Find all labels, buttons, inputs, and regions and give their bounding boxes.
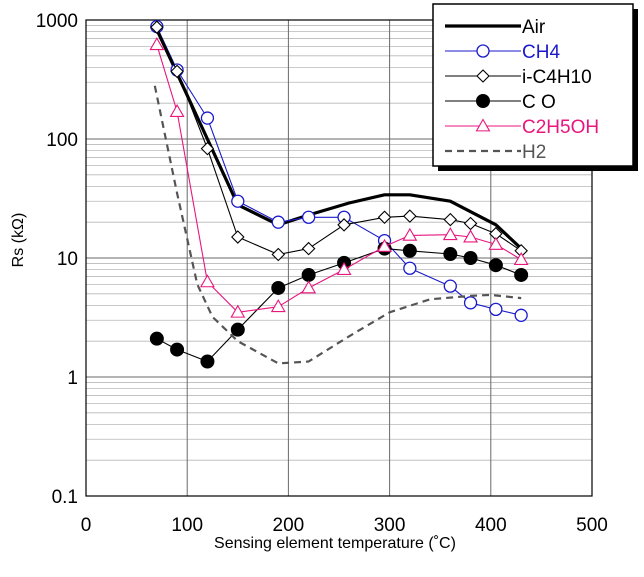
data-point [476, 69, 490, 83]
x-axis-title: Sensing element temperature (˚C) [214, 535, 456, 552]
data-point [199, 274, 215, 288]
y-tick-label: 1000 [36, 11, 78, 32]
data-point [463, 216, 478, 231]
data-point [443, 212, 458, 227]
legend-item: C2H5OH [445, 117, 599, 138]
legend-label: H2 [522, 142, 546, 163]
data-point [336, 261, 352, 275]
legend-item: Air [445, 17, 546, 38]
legend-label: C O [522, 92, 556, 113]
x-tick-label: 0 [81, 515, 92, 536]
data-point [200, 354, 215, 369]
data-point [301, 210, 316, 224]
data-point [443, 279, 457, 293]
y-axis-title: Rs (kΩ) [10, 213, 27, 268]
x-tick-label: 300 [374, 515, 406, 536]
y-tick-label: 10 [57, 249, 78, 270]
legend-item: CH4 [445, 42, 560, 63]
data-point [476, 94, 490, 108]
data-point [231, 194, 245, 208]
x-tick-label: 500 [576, 515, 608, 536]
data-point [271, 280, 286, 295]
data-point [231, 230, 245, 244]
data-point [463, 251, 478, 265]
legend-item: H2 [445, 142, 546, 163]
legend: Air CH4 i-C4H10 C O C2H5OH H2 [432, 3, 638, 171]
legend-label: C2H5OH [522, 117, 599, 138]
series-h2 [153, 85, 522, 365]
data-point [200, 111, 215, 125]
data-point [170, 64, 184, 79]
y-tick-label: 100 [46, 130, 78, 151]
y-tick-label: 1 [67, 368, 78, 389]
data-point [442, 227, 458, 241]
y-tick-label: 0.1 [52, 487, 78, 508]
data-point [301, 280, 317, 294]
data-point [402, 227, 418, 241]
data-point [463, 229, 479, 243]
y-axis-ticks: 0.1 1 10 100 1000 [36, 11, 78, 508]
legend-box [432, 3, 634, 167]
x-tick-label: 400 [475, 515, 507, 536]
data-point [475, 118, 491, 132]
data-point [377, 238, 392, 252]
legend-item: C O [445, 92, 556, 113]
x-axis-ticks: 0 100 200 300 400 500 [81, 515, 608, 536]
series-air [155, 28, 523, 250]
data-point [488, 258, 503, 273]
series-line [155, 28, 523, 250]
x-tick-label: 200 [273, 515, 305, 536]
series-line [153, 85, 522, 365]
data-point [301, 241, 316, 256]
data-point [230, 304, 246, 318]
data-point [403, 261, 417, 275]
data-point [270, 299, 286, 313]
data-point [230, 322, 245, 337]
data-point [403, 209, 417, 223]
legend-label: CH4 [522, 42, 560, 63]
legend-label: i-C4H10 [522, 67, 592, 88]
data-point [463, 296, 478, 310]
x-tick-label: 100 [171, 515, 203, 536]
data-point [513, 251, 529, 265]
plot-area-frame [85, 19, 593, 497]
series-c2h5oh [149, 37, 529, 318]
data-point [488, 236, 504, 250]
data-point [170, 342, 185, 357]
data-point [443, 247, 458, 262]
legend-label: Air [522, 17, 546, 38]
data-point [514, 308, 528, 322]
data-point [402, 243, 417, 258]
data-point [514, 267, 529, 282]
data-point [476, 44, 490, 58]
data-point [150, 20, 164, 34]
data-point [169, 103, 185, 118]
data-point [200, 141, 215, 156]
series-layer [149, 19, 529, 369]
data-point [377, 210, 392, 225]
legend-item: i-C4H10 [445, 67, 592, 88]
data-point [271, 215, 285, 229]
series-i-c4h10 [150, 20, 528, 262]
data-point [149, 37, 165, 51]
data-point [337, 218, 351, 232]
data-point [149, 331, 164, 346]
data-point [489, 302, 503, 317]
data-point [301, 267, 316, 282]
data-point [271, 247, 286, 262]
